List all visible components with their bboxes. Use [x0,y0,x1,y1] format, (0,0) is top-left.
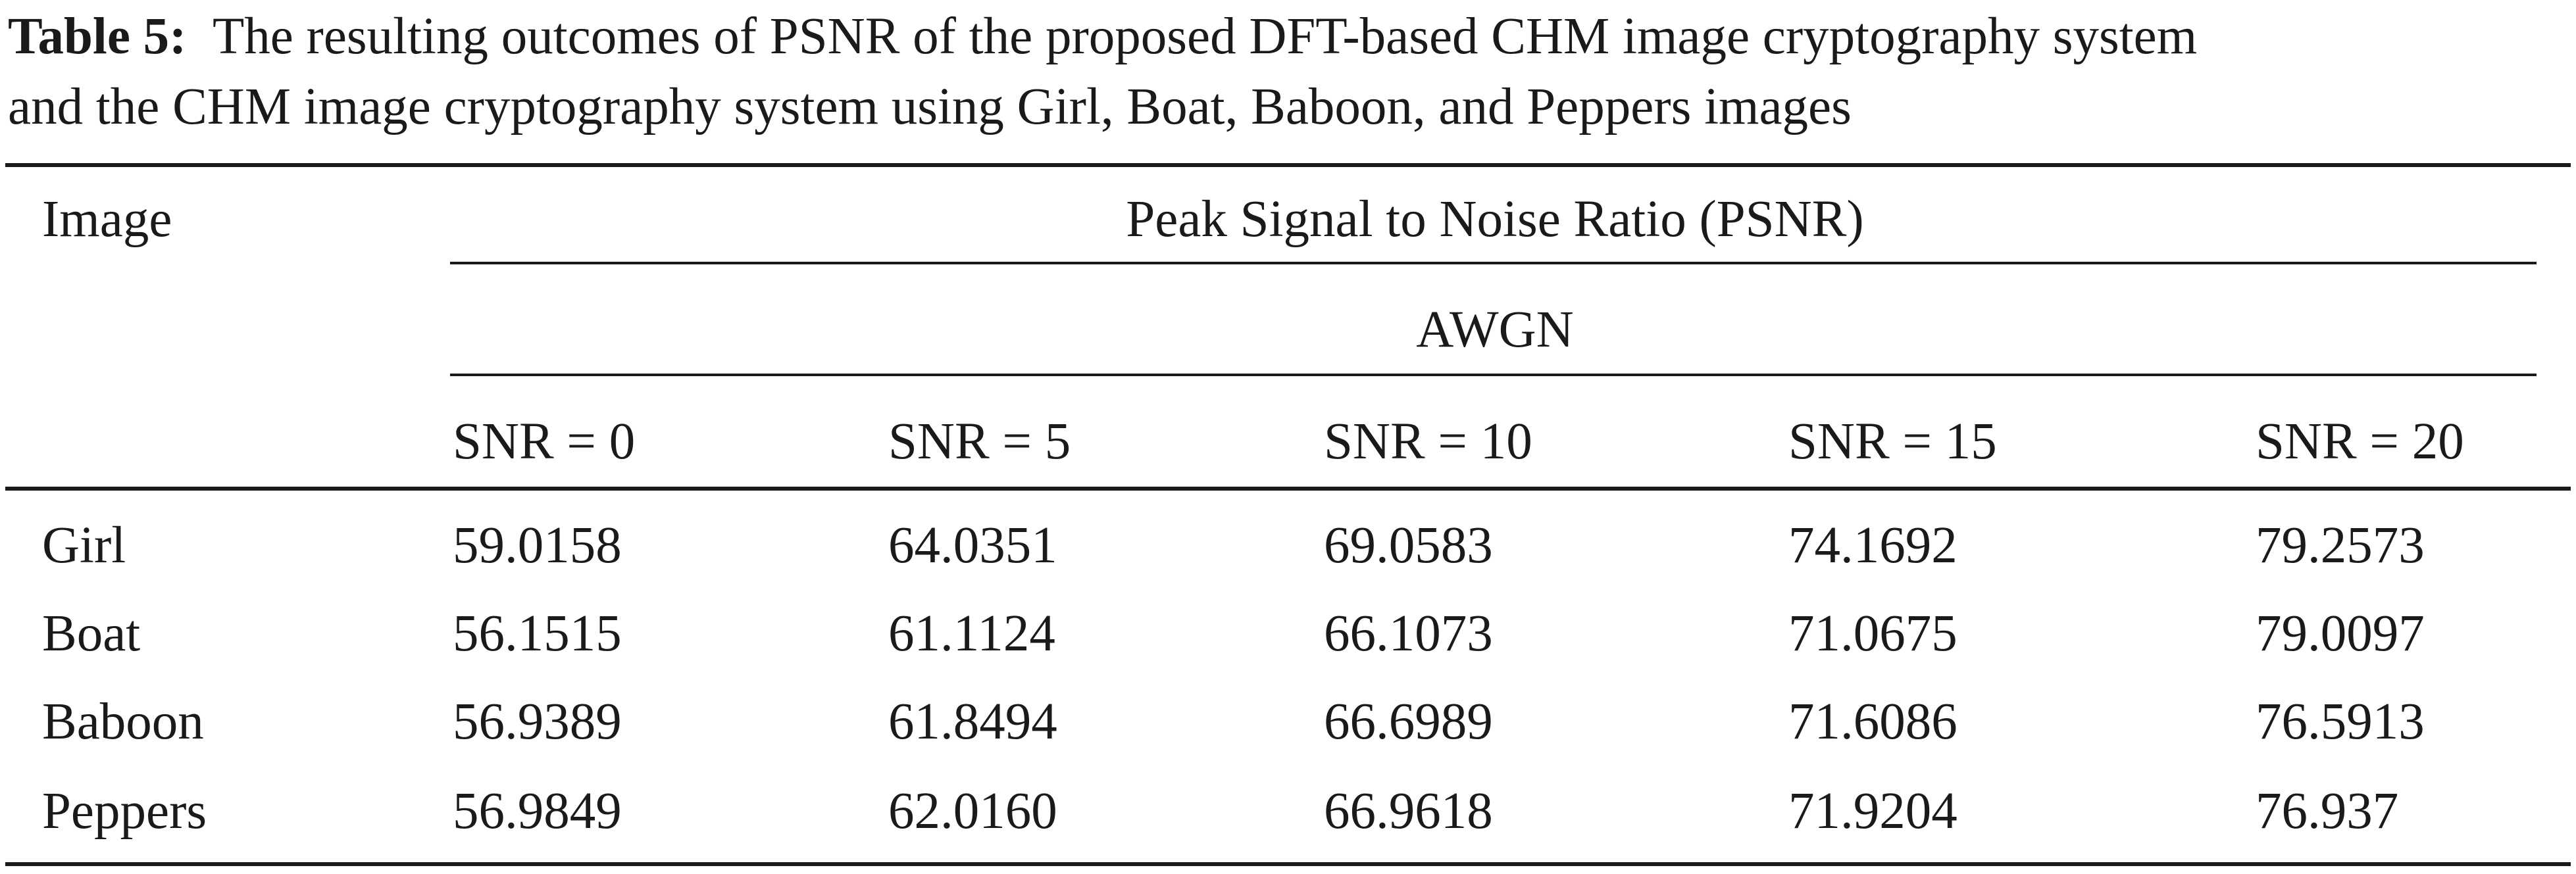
table-row-baboon-image: Baboon [42,693,204,750]
column-header-snr-5: SNR = 5 [888,413,1071,470]
header-rule [5,487,2571,491]
subgroup-rule [450,374,2537,376]
table-row-peppers-snr-20: 76.937 [2256,783,2399,840]
table-row-peppers-snr-10: 66.9618 [1324,783,1493,840]
group-rule [450,262,2537,264]
caption-label: Table 5: [8,8,187,65]
table-row-girl-snr-5: 64.0351 [888,517,1057,574]
table-row-baboon-snr-10: 66.6989 [1324,693,1493,750]
caption-line-1: Table 5: The resulting outcomes of PSNR … [8,1,2571,72]
table-row-girl-image: Girl [42,517,126,574]
table-row-baboon-snr-0: 56.9389 [453,693,622,750]
table-row-peppers-snr-5: 62.0160 [888,783,1057,840]
subgroup-header: AWGN [1416,301,1574,358]
column-header-snr-0: SNR = 0 [453,413,636,470]
row-header: Image [42,191,172,248]
table-row-boat-snr-0: 56.1515 [453,605,622,662]
table-row-peppers-image: Peppers [42,783,207,840]
table-row-boat-snr-5: 61.1124 [888,605,1055,662]
caption-line-2: and the CHM image cryptography system us… [8,78,1852,135]
table-row-boat-snr-20: 79.0097 [2256,605,2425,662]
table-row-girl-snr-20: 79.2573 [2256,517,2425,574]
column-header-snr-10: SNR = 10 [1324,413,1532,470]
table-row-baboon-snr-5: 61.8494 [888,693,1057,750]
table-row-girl-snr-15: 74.1692 [1788,517,1957,574]
table-row-girl-snr-10: 69.0583 [1324,517,1493,574]
column-header-snr-20: SNR = 20 [2256,413,2464,470]
table-row-peppers-snr-15: 71.9204 [1788,783,1957,840]
group-header: Peak Signal to Noise Ratio (PSNR) [1126,191,1864,248]
bottom-rule [5,862,2571,866]
top-rule [5,163,2571,167]
table-row-girl-snr-0: 59.0158 [453,517,622,574]
table-row-boat-snr-10: 66.1073 [1324,605,1493,662]
table-row-baboon-snr-20: 76.5913 [2256,693,2425,750]
table-row-boat-snr-15: 71.0675 [1788,605,1957,662]
table-row-baboon-snr-15: 71.6086 [1788,693,1957,750]
table-row-boat-image: Boat [42,605,141,662]
table-caption: Table 5: The resulting outcomes of PSNR … [8,1,2571,142]
caption-text-1: The resulting outcomes of PSNR of the pr… [212,8,2198,65]
column-header-snr-15: SNR = 15 [1788,413,1997,470]
table-row-peppers-snr-0: 56.9849 [453,783,622,840]
